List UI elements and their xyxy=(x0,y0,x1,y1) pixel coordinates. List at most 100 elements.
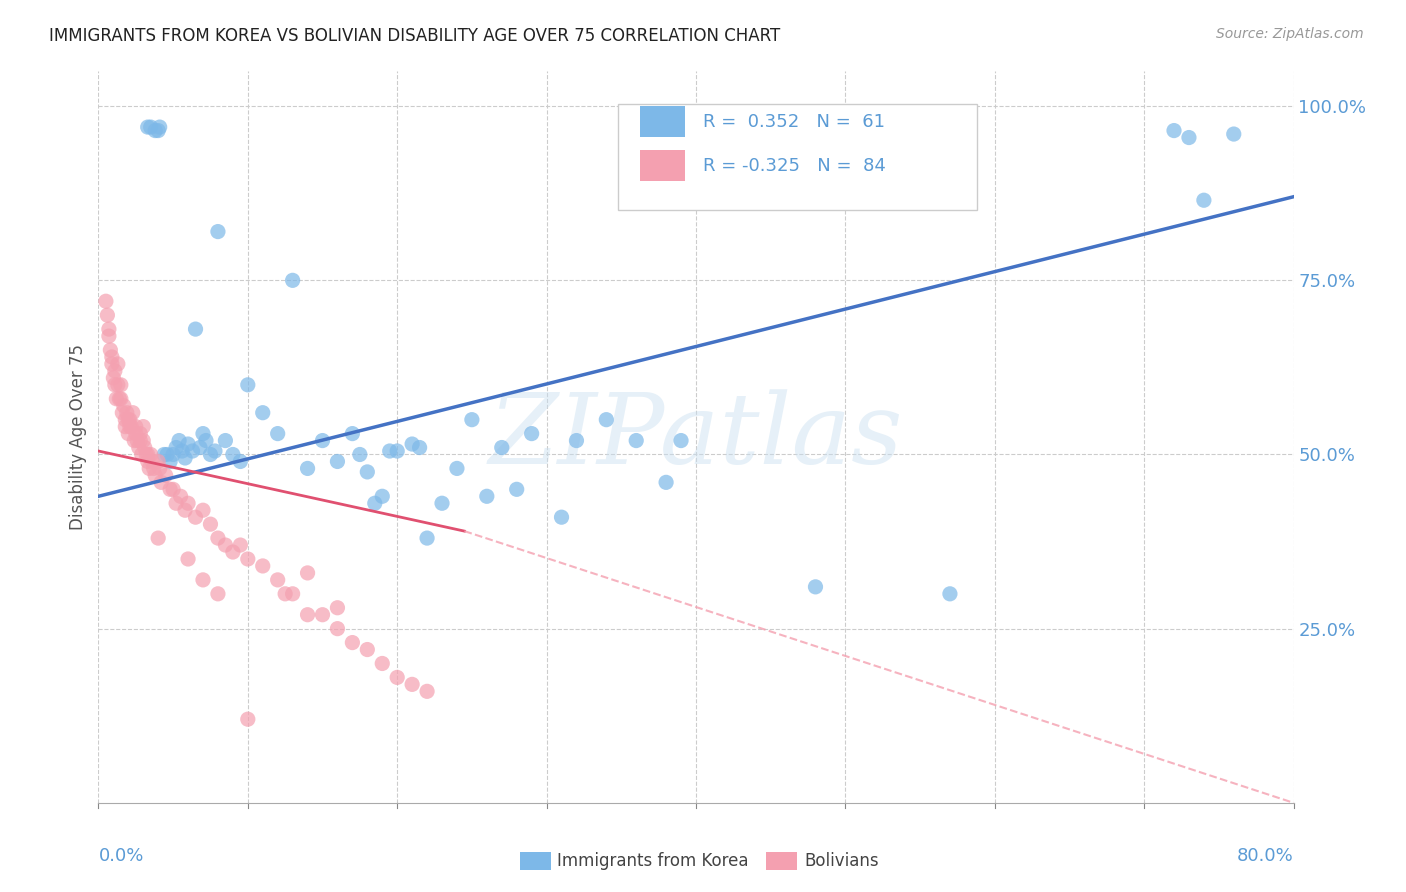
Point xyxy=(191,503,214,517)
Point xyxy=(274,587,297,601)
Point xyxy=(117,412,139,426)
Point xyxy=(114,419,136,434)
Point xyxy=(127,434,149,448)
Point xyxy=(408,441,430,455)
Point xyxy=(401,677,423,691)
Point xyxy=(356,642,378,657)
Point xyxy=(356,465,378,479)
Point xyxy=(297,566,319,580)
Point xyxy=(107,357,129,371)
Point xyxy=(98,343,122,357)
Point xyxy=(184,322,207,336)
Point xyxy=(177,437,200,451)
Point xyxy=(655,475,678,490)
Point xyxy=(131,448,153,462)
Point xyxy=(804,580,827,594)
Point xyxy=(125,419,148,434)
Point xyxy=(236,552,259,566)
Point xyxy=(120,419,142,434)
Point xyxy=(135,448,157,462)
Point xyxy=(136,120,159,134)
Point xyxy=(184,510,207,524)
Point xyxy=(385,444,409,458)
Text: Immigrants from Korea: Immigrants from Korea xyxy=(557,852,748,870)
Point xyxy=(97,322,120,336)
Point xyxy=(281,587,304,601)
Text: Bolivians: Bolivians xyxy=(804,852,879,870)
Point xyxy=(236,377,259,392)
Point xyxy=(595,412,617,426)
Bar xyxy=(640,106,685,137)
Y-axis label: Disability Age Over 75: Disability Age Over 75 xyxy=(69,344,87,530)
Point xyxy=(207,587,229,601)
Point xyxy=(96,308,118,322)
Point xyxy=(148,531,170,545)
Point xyxy=(104,377,127,392)
Point xyxy=(214,434,236,448)
Point xyxy=(416,684,439,698)
Point xyxy=(506,483,529,497)
Point xyxy=(416,531,439,545)
Point xyxy=(148,454,170,468)
Point xyxy=(222,448,245,462)
Point xyxy=(378,444,401,458)
Point xyxy=(222,545,245,559)
Point xyxy=(195,434,218,448)
Point xyxy=(371,657,394,671)
Point xyxy=(550,510,572,524)
FancyBboxPatch shape xyxy=(619,104,977,211)
Point xyxy=(97,329,120,343)
Point xyxy=(565,434,588,448)
Text: IMMIGRANTS FROM KOREA VS BOLIVIAN DISABILITY AGE OVER 75 CORRELATION CHART: IMMIGRANTS FROM KOREA VS BOLIVIAN DISABI… xyxy=(49,27,780,45)
Point xyxy=(297,461,319,475)
Point xyxy=(136,448,159,462)
Point xyxy=(117,426,139,441)
Point xyxy=(142,461,165,475)
Point xyxy=(252,406,274,420)
Point xyxy=(104,364,127,378)
Point xyxy=(267,573,290,587)
Point xyxy=(149,461,172,475)
Point xyxy=(110,377,132,392)
Point xyxy=(132,419,155,434)
Point xyxy=(229,454,252,468)
Point xyxy=(188,441,211,455)
Point xyxy=(281,273,304,287)
Point xyxy=(430,496,453,510)
Point xyxy=(143,468,166,483)
Text: 80.0%: 80.0% xyxy=(1237,847,1294,864)
Point xyxy=(111,406,134,420)
Point xyxy=(105,392,128,406)
Point xyxy=(174,450,197,465)
Point xyxy=(136,454,159,468)
Point xyxy=(149,120,172,134)
Point xyxy=(1192,193,1215,207)
Point xyxy=(177,552,200,566)
Point xyxy=(475,489,498,503)
Point xyxy=(94,294,117,309)
Point xyxy=(101,357,124,371)
Point xyxy=(103,371,125,385)
Point xyxy=(446,461,468,475)
Point xyxy=(132,434,155,448)
Point xyxy=(129,434,152,448)
Point xyxy=(159,483,181,497)
Point xyxy=(200,517,222,532)
Point xyxy=(121,406,143,420)
Point xyxy=(1178,130,1201,145)
Point xyxy=(371,489,394,503)
Point xyxy=(141,454,163,468)
Point xyxy=(162,448,184,462)
Point xyxy=(191,573,214,587)
Text: R = -0.325   N =  84: R = -0.325 N = 84 xyxy=(703,157,886,175)
Point xyxy=(214,538,236,552)
Point xyxy=(169,489,191,503)
Point xyxy=(155,468,177,483)
Point xyxy=(207,531,229,545)
Text: 0.0%: 0.0% xyxy=(98,847,143,864)
Point xyxy=(204,444,226,458)
Point xyxy=(311,607,333,622)
Point xyxy=(267,426,290,441)
Point xyxy=(491,441,513,455)
Point xyxy=(207,225,229,239)
